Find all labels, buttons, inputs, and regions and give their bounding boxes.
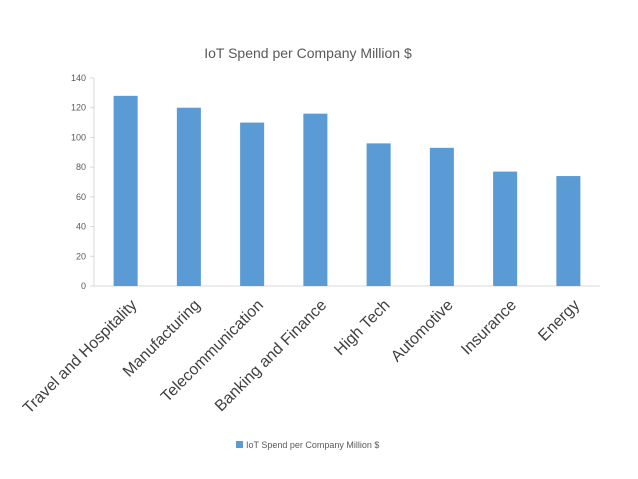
y-tick-label: 20 bbox=[76, 251, 86, 261]
bar bbox=[493, 171, 518, 286]
y-tick-label: 80 bbox=[76, 162, 86, 172]
category-label: Travel and Hospitality bbox=[20, 297, 140, 417]
bar bbox=[240, 122, 265, 286]
y-tick-label: 120 bbox=[71, 103, 86, 113]
y-tick-label: 60 bbox=[76, 192, 86, 202]
y-tick-label: 140 bbox=[71, 73, 86, 83]
bars-group bbox=[113, 95, 581, 287]
bar bbox=[303, 113, 328, 287]
bar bbox=[556, 176, 581, 286]
category-label: Banking and Finance bbox=[212, 297, 330, 415]
legend: IoT Spend per Company Million $ bbox=[236, 440, 379, 450]
y-tick-label: 0 bbox=[81, 281, 86, 291]
x-axis-labels: Travel and HospitalityManufacturingTelec… bbox=[20, 297, 583, 417]
legend-swatch bbox=[236, 441, 243, 448]
category-label: Energy bbox=[535, 297, 583, 345]
category-label: Insurance bbox=[458, 297, 520, 359]
y-axis: 0 20 40 60 80 100 120 140 bbox=[71, 73, 94, 291]
bar bbox=[429, 147, 454, 286]
bar bbox=[113, 95, 138, 286]
y-tick-label: 100 bbox=[71, 132, 86, 142]
chart-title: IoT Spend per Company Million $ bbox=[204, 45, 412, 61]
y-tick-label: 40 bbox=[76, 222, 86, 232]
category-label: High Tech bbox=[331, 297, 393, 359]
bar bbox=[176, 107, 201, 286]
bar bbox=[366, 143, 391, 286]
legend-label: IoT Spend per Company Million $ bbox=[246, 440, 379, 450]
category-label: Automotive bbox=[388, 297, 457, 366]
